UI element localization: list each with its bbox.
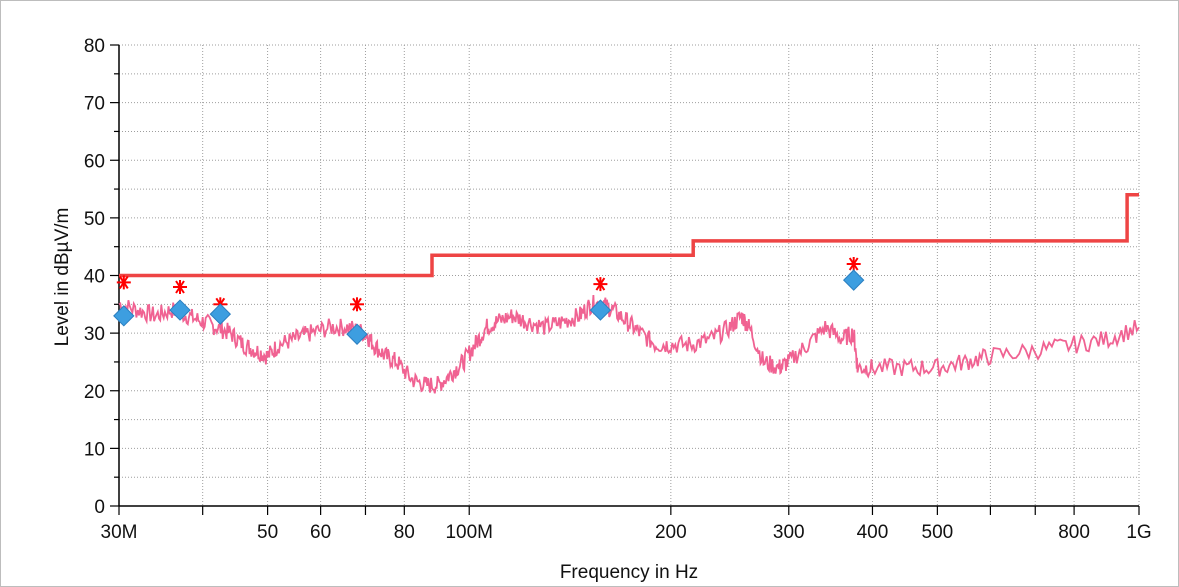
x-axis-label: Frequency in Hz xyxy=(560,562,698,583)
y-tick-label: 0 xyxy=(94,497,105,518)
x-tick-label: 30M xyxy=(101,522,138,543)
x-tick-label: 200 xyxy=(655,522,687,543)
x-tick-label: 400 xyxy=(857,522,889,543)
y-tick-label: 70 xyxy=(84,94,105,115)
y-tick-label: 10 xyxy=(84,439,105,460)
x-tick-label: 50 xyxy=(257,522,278,543)
x-tick-label: 100M xyxy=(445,522,493,543)
y-tick-label: 20 xyxy=(84,382,105,403)
x-tick-label: 800 xyxy=(1058,522,1090,543)
y-tick-label: 80 xyxy=(84,36,105,57)
x-tick-label: 300 xyxy=(773,522,805,543)
y-tick-label: 60 xyxy=(84,151,105,172)
y-tick-label: 30 xyxy=(84,324,105,345)
x-tick-label: 80 xyxy=(394,522,415,543)
x-tick-label: 1G xyxy=(1126,522,1151,543)
y-axis-label: Level in dBµV/m xyxy=(52,208,73,347)
y-tick-label: 50 xyxy=(84,209,105,230)
y-tick-label: 40 xyxy=(84,267,105,288)
x-tick-label: 500 xyxy=(922,522,954,543)
x-tick-label: 60 xyxy=(310,522,331,543)
